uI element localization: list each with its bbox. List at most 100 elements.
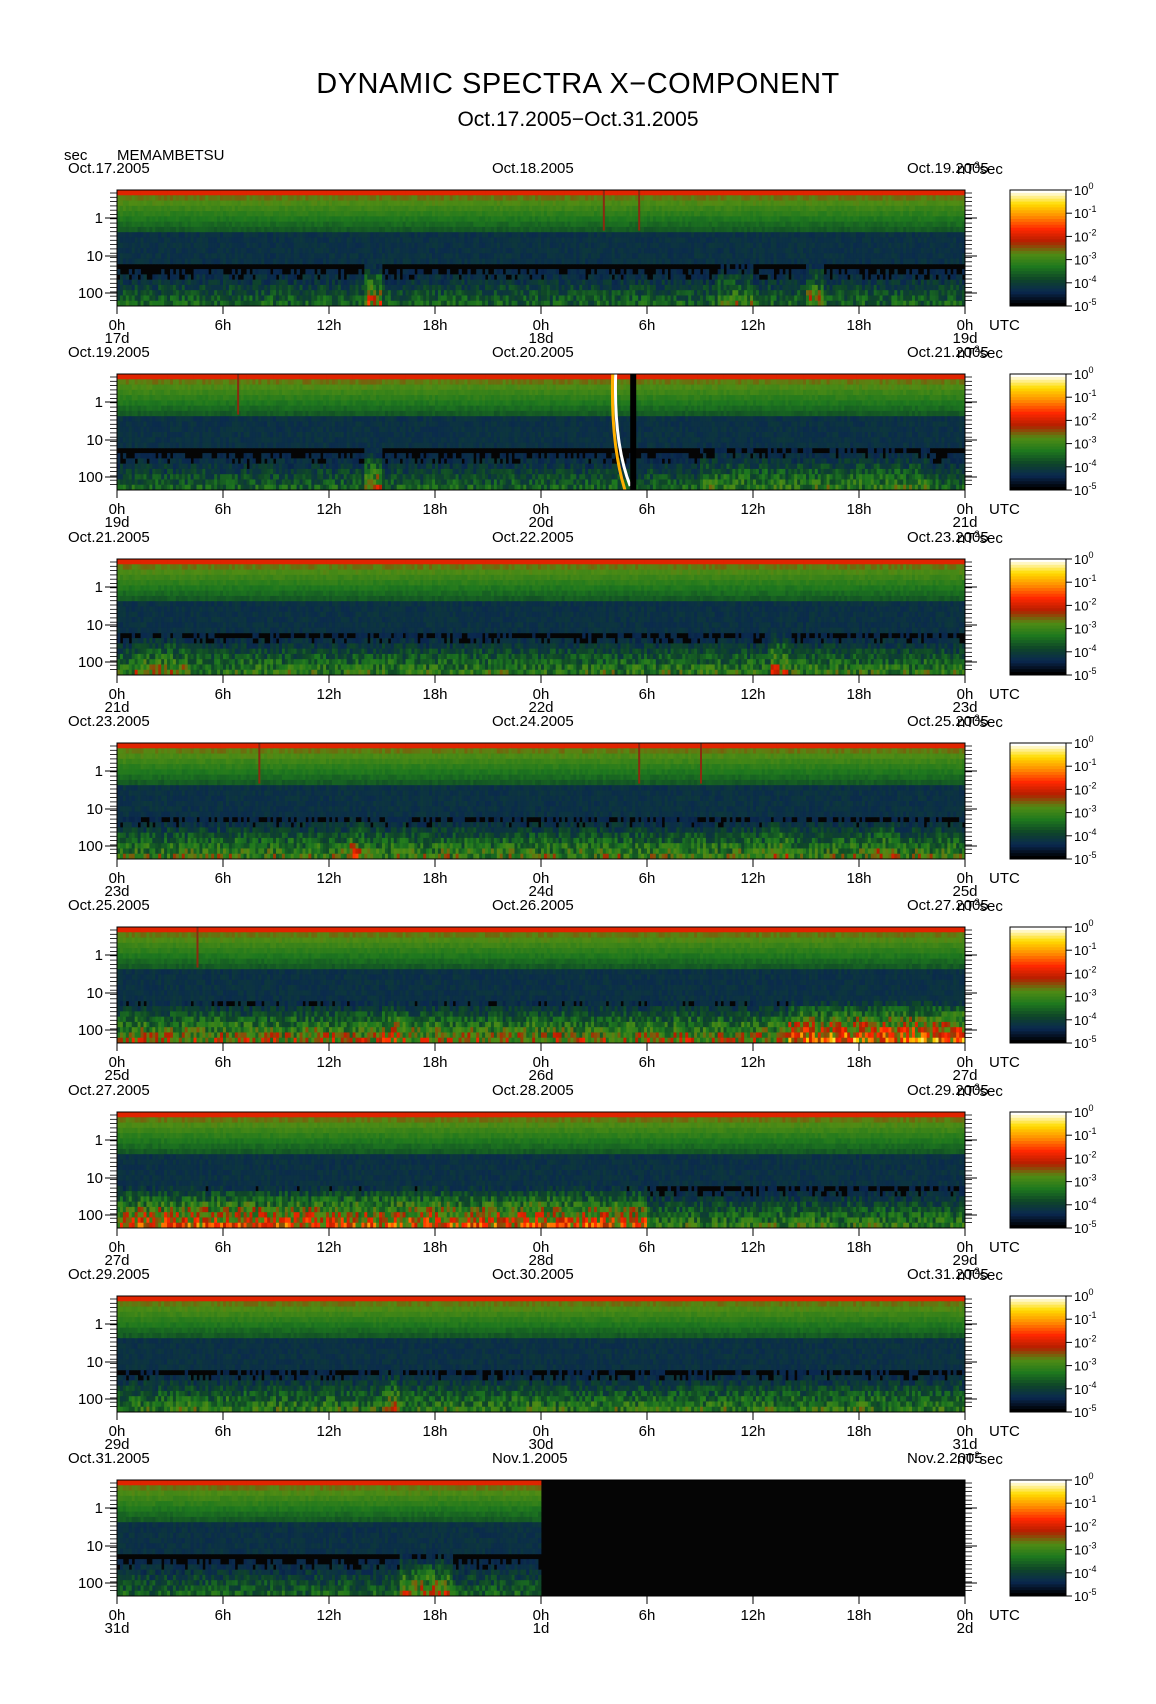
colorbar-step (1010, 1376, 1066, 1381)
x-tick-label: 18h (846, 317, 871, 334)
colorbar-step (1010, 748, 1066, 752)
colorbar-step (1010, 1511, 1066, 1516)
x-tick-label: 0h (957, 686, 974, 703)
colorbar-step (1010, 1307, 1066, 1311)
colorbar-step (1010, 1552, 1066, 1556)
x-tick-label: 6h (639, 870, 656, 887)
colorbar-step (1010, 1558, 1066, 1562)
x-tick-label: 12h (316, 501, 341, 518)
colorbar-step (1010, 256, 1066, 260)
x-tick-label: 0h (957, 1423, 974, 1440)
colorbar-step (1010, 1353, 1066, 1358)
colorbar-frame (1009, 1295, 1067, 1413)
colorbar-step (1010, 1509, 1066, 1513)
chart-title: DYNAMIC SPECTRA X−COMPONENT (0, 68, 1156, 101)
colorbar-step (1010, 426, 1066, 430)
colorbar-tick-label: 10-4 (1074, 274, 1096, 291)
colorbar-step (1010, 1330, 1066, 1334)
colorbar-step (1010, 213, 1066, 217)
spectrogram-cells (117, 742, 966, 860)
colorbar: 100 10-1 10-2 10-3 10-4 10-5 (1009, 1103, 1096, 1236)
colorbar-step (1010, 1005, 1066, 1009)
colorbar-step (1010, 1215, 1066, 1220)
colorbar-step (1010, 230, 1066, 234)
colorbar-step (1010, 1482, 1066, 1487)
colorbar-step (1010, 1157, 1066, 1162)
x-tick-label: 0h (533, 1607, 550, 1624)
colorbar-step (1010, 593, 1066, 597)
day-label: 31d (952, 1436, 977, 1453)
day-label: 1d (533, 1620, 550, 1637)
y-tick-label: 100 (78, 1022, 103, 1039)
colorbar-step (1010, 262, 1066, 266)
colorbar-step (1010, 1578, 1066, 1582)
colorbar-step (1010, 1134, 1066, 1138)
colorbar-step (1010, 850, 1066, 854)
colorbar-step (1010, 1347, 1066, 1352)
colorbar-step (1010, 806, 1066, 810)
colorbar-step (1010, 1002, 1066, 1006)
x-tick-label: 18h (422, 870, 447, 887)
colorbar-tick-label: 10-4 (1074, 827, 1096, 844)
day-label: 22d (528, 699, 553, 716)
colorbar-step (1010, 973, 1066, 977)
y-tick-label: 1 (95, 1132, 103, 1149)
colorbar-step (1010, 303, 1066, 307)
y-tick-label: 100 (78, 1207, 103, 1224)
date-label-right: Oct.31.2005 (907, 1266, 989, 1283)
colorbar-step (1010, 1019, 1066, 1024)
spectra-panel: Oct.27.2005 Oct.28.2005 Oct.29.2005 nT2sec 1… (0, 1082, 1156, 1269)
y-tick-label: 10 (86, 432, 103, 449)
colorbar-step (1010, 1318, 1066, 1323)
day-label: 21d (104, 699, 129, 716)
colorbar-step (1010, 1397, 1066, 1401)
x-tick-label: 12h (316, 1239, 341, 1256)
colorbar-step (1010, 639, 1066, 644)
x-tick-label: 6h (639, 1239, 656, 1256)
day-label: 31d (104, 1620, 129, 1637)
colorbar-step (1010, 754, 1066, 758)
colorbar-step (1010, 671, 1066, 675)
x-axis-unit: UTC (989, 1054, 1020, 1071)
colorbar-step (1010, 1517, 1066, 1522)
colorbar-step (1010, 1503, 1066, 1507)
colorbar-step (1010, 777, 1066, 781)
colorbar-step (1010, 783, 1066, 787)
date-label-left: Oct.25.2005 (68, 897, 150, 914)
date-label-mid: Oct.26.2005 (492, 897, 574, 914)
colorbar-step (1010, 1480, 1066, 1484)
colorbar-step (1010, 1184, 1066, 1188)
colorbar-step (1010, 224, 1066, 229)
colorbar-step (1010, 602, 1066, 606)
colorbar-step (1010, 1523, 1066, 1527)
colorbar-step (1010, 464, 1066, 468)
colorbar-step (1010, 662, 1066, 667)
colorbar-tick-label: 10-2 (1074, 1149, 1096, 1166)
colorbar: 100 10-1 10-2 10-3 10-4 10-5 (1009, 181, 1096, 314)
colorbar-step (1010, 1543, 1066, 1548)
colorbar-step (1010, 757, 1066, 761)
colorbar-step (1010, 1210, 1066, 1214)
colorbar-tick-label: 10-3 (1074, 1172, 1096, 1189)
colorbar-tick-label: 10-1 (1074, 1126, 1096, 1143)
colorbar-step (1010, 429, 1066, 433)
colorbar-step (1010, 414, 1066, 419)
x-tick-label: 18h (846, 1239, 871, 1256)
colorbar-step (1010, 1538, 1066, 1542)
colorbar-tick-label: 10-5 (1074, 1034, 1096, 1051)
colorbar-step (1010, 452, 1066, 456)
colorbar-step (1010, 950, 1066, 954)
colorbar-step (1010, 1040, 1066, 1044)
colorbar-tick-label: 10-5 (1074, 666, 1096, 683)
colorbar-step (1010, 1324, 1066, 1329)
colorbar-step (1010, 815, 1066, 819)
colorbar-step (1010, 768, 1066, 773)
colorbar-step (1010, 1204, 1066, 1208)
colorbar-step (1010, 835, 1066, 839)
colorbar-step (1010, 204, 1066, 208)
colorbar-step (1010, 742, 1066, 747)
x-tick-label: 12h (740, 1054, 765, 1071)
colorbar-step (1010, 932, 1066, 937)
y-tick-label: 10 (86, 1170, 103, 1187)
colorbar-step (1010, 1008, 1066, 1012)
